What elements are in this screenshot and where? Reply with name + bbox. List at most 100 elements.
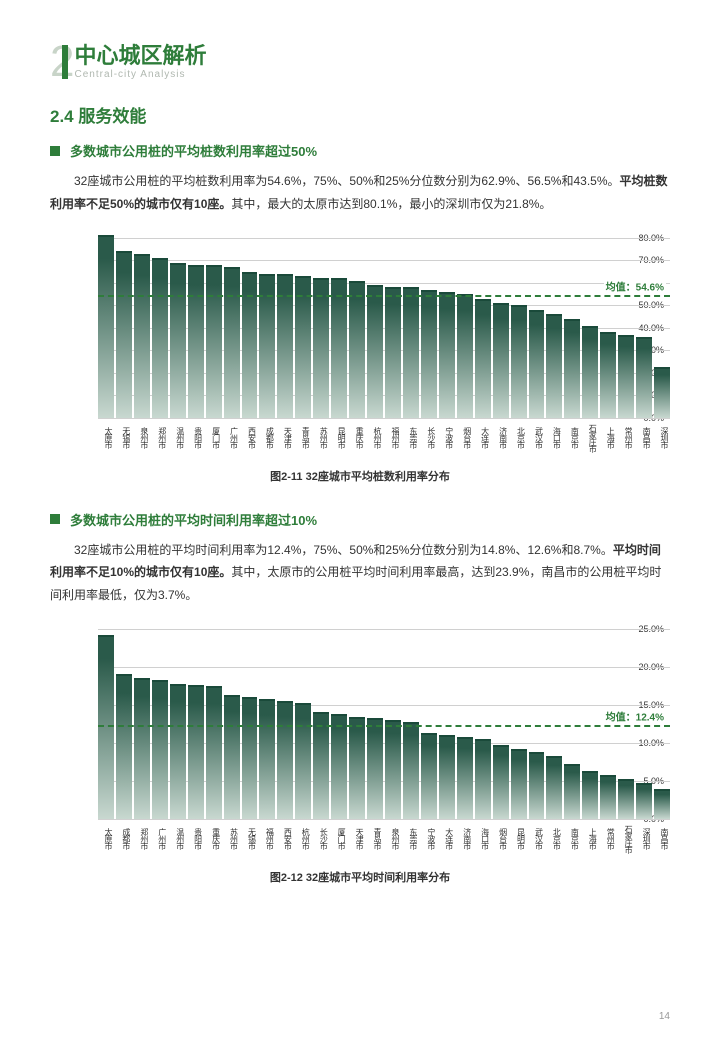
avg-label: 均值：54.6% bbox=[604, 278, 666, 293]
bar-cap bbox=[457, 737, 473, 739]
x-label: 海口市 bbox=[475, 819, 491, 859]
bar bbox=[618, 781, 634, 819]
plot-area bbox=[98, 238, 670, 418]
bar-cap bbox=[600, 332, 616, 334]
x-labels: 太原市无锡市泉州市郑州市温州市贵阳市厦门市广州市西安市成都市天津市青岛市苏州市昆… bbox=[98, 418, 670, 460]
bar-cap bbox=[349, 281, 365, 283]
bar-cap bbox=[564, 319, 580, 321]
bar bbox=[367, 287, 383, 418]
bar-cap bbox=[475, 299, 491, 301]
x-label: 大连市 bbox=[475, 418, 491, 458]
x-label: 烟台市 bbox=[493, 819, 509, 859]
bar-cap bbox=[134, 678, 150, 680]
bar-cap bbox=[313, 278, 329, 280]
x-label: 济南市 bbox=[493, 418, 509, 458]
bar bbox=[188, 267, 204, 418]
x-label: 长沙市 bbox=[421, 418, 437, 458]
bar bbox=[152, 260, 168, 418]
x-label: 西安市 bbox=[242, 418, 258, 458]
bar-cap bbox=[529, 310, 545, 312]
bar bbox=[98, 637, 114, 819]
x-label: 东莞市 bbox=[403, 418, 419, 458]
x-label: 南京市 bbox=[564, 819, 580, 859]
x-label: 贵阳市 bbox=[188, 819, 204, 859]
x-label: 广州市 bbox=[152, 819, 168, 859]
paragraph-1: 32座城市公用桩的平均桩数利用率为54.6%，75%、50%和25%分位数分别为… bbox=[50, 170, 670, 216]
bar bbox=[529, 312, 545, 418]
x-label: 天津市 bbox=[277, 418, 293, 458]
bar-cap bbox=[116, 674, 132, 676]
bar bbox=[295, 705, 311, 819]
bar-cap bbox=[564, 764, 580, 766]
bar-cap bbox=[295, 276, 311, 278]
x-label: 天津市 bbox=[349, 819, 365, 859]
page-number: 14 bbox=[659, 1011, 670, 1022]
bar-cap bbox=[475, 739, 491, 741]
bar bbox=[170, 265, 186, 418]
x-label: 福州市 bbox=[385, 418, 401, 458]
bar-cap bbox=[439, 735, 455, 737]
bar-cap bbox=[313, 712, 329, 714]
x-label: 福州市 bbox=[259, 819, 275, 859]
bar bbox=[654, 791, 670, 819]
bar-cap bbox=[349, 717, 365, 719]
bar-cap bbox=[331, 278, 347, 280]
x-label: 宁波市 bbox=[439, 418, 455, 458]
subheading-2-text: 多数城市公用桩的平均时间利用率超过10% bbox=[70, 510, 317, 529]
bar-cap bbox=[98, 635, 114, 637]
bar-cap bbox=[277, 274, 293, 276]
bar bbox=[259, 701, 275, 819]
bar-cap bbox=[546, 756, 562, 758]
bar bbox=[259, 276, 275, 418]
header-title-cn: 中心城区解析 bbox=[74, 44, 206, 68]
x-label: 北京市 bbox=[546, 819, 562, 859]
x-label: 无锡市 bbox=[242, 819, 258, 859]
x-label: 深圳市 bbox=[654, 418, 670, 458]
bar bbox=[152, 682, 168, 819]
bar bbox=[331, 280, 347, 417]
bar bbox=[511, 307, 527, 417]
bar-cap bbox=[385, 720, 401, 722]
bar-cap bbox=[403, 287, 419, 289]
header-titles: 中心城区解析 Central-city Analysis bbox=[74, 44, 206, 79]
bar bbox=[224, 697, 240, 819]
bar bbox=[493, 747, 509, 819]
bar-cap bbox=[152, 680, 168, 682]
x-label: 宁波市 bbox=[421, 819, 437, 859]
header-accent-bar bbox=[62, 45, 68, 79]
bar bbox=[600, 777, 616, 819]
bar bbox=[636, 785, 652, 819]
bar-cap bbox=[170, 263, 186, 265]
chart-1: 0.0%10.0%20.0%30.0%40.0%50.0%60.0%70.0%8… bbox=[50, 238, 670, 460]
bar bbox=[403, 289, 419, 417]
bar bbox=[385, 722, 401, 819]
bar bbox=[421, 735, 437, 819]
bar-cap bbox=[152, 258, 168, 260]
bar-cap bbox=[654, 789, 670, 791]
bar bbox=[475, 301, 491, 418]
bar bbox=[313, 714, 329, 819]
bar-cap bbox=[493, 745, 509, 747]
bar-cap bbox=[403, 722, 419, 724]
bar bbox=[170, 686, 186, 819]
chapter-header: 2 中心城区解析 Central-city Analysis bbox=[50, 40, 670, 84]
x-label: 太原市 bbox=[98, 418, 114, 458]
x-label: 石家庄市 bbox=[582, 418, 598, 458]
bar bbox=[134, 680, 150, 819]
x-label: 烟台市 bbox=[457, 418, 473, 458]
bar bbox=[475, 741, 491, 819]
x-label: 无锡市 bbox=[116, 418, 132, 458]
subheading-2: 多数城市公用桩的平均时间利用率超过10% bbox=[50, 510, 670, 529]
x-label: 昆明市 bbox=[331, 418, 347, 458]
bar-cap bbox=[493, 303, 509, 305]
x-label: 上海市 bbox=[600, 418, 616, 458]
x-label: 大连市 bbox=[439, 819, 455, 859]
bar-cap bbox=[170, 684, 186, 686]
bar-cap bbox=[546, 314, 562, 316]
x-label: 南昌市 bbox=[654, 819, 670, 859]
bar-cap bbox=[242, 272, 258, 274]
bar-cap bbox=[331, 714, 347, 716]
avg-line bbox=[98, 725, 670, 727]
x-label: 泉州市 bbox=[385, 819, 401, 859]
x-label: 厦门市 bbox=[331, 819, 347, 859]
